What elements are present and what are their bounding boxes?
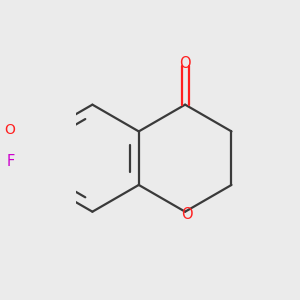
- Text: O: O: [181, 207, 192, 222]
- Text: F: F: [6, 154, 14, 169]
- Text: O: O: [179, 56, 191, 71]
- Text: O: O: [4, 123, 15, 137]
